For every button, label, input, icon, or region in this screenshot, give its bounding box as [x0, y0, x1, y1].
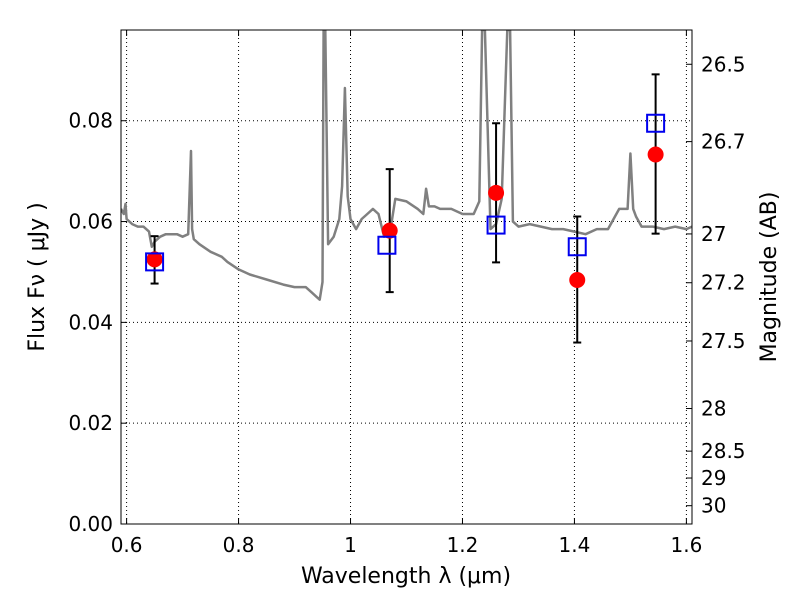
x-tick-label: 0.8 [223, 533, 255, 557]
model-point [145, 252, 165, 272]
x-axis-label: Wavelength λ (μm) [301, 564, 511, 589]
x-tick-label: 1.6 [670, 533, 702, 557]
spectrum-line [121, 30, 692, 301]
mag-tick-label: 28.5 [701, 439, 746, 463]
y-tick-label: 0.08 [68, 109, 113, 133]
model-point [486, 215, 506, 235]
y-axis-label: Flux Fν ( μJy ) [25, 202, 50, 351]
data-layer [121, 30, 692, 301]
observed-point [381, 222, 398, 239]
y-tick-label: 0.02 [68, 411, 113, 435]
y-tick-label: 0.06 [68, 210, 113, 234]
x-tick-label: 0.6 [111, 533, 143, 557]
model-point [567, 237, 587, 257]
mag-tick-label: 29 [701, 466, 726, 490]
model-point [377, 235, 397, 255]
x-tick-label: 1.4 [559, 533, 591, 557]
x-tick-label: 1.2 [447, 533, 479, 557]
x-tick-label: 1 [344, 533, 357, 557]
mag-tick-label: 26.5 [701, 52, 746, 76]
y-tick-label: 0.00 [68, 512, 113, 536]
y-tick-label: 0.04 [68, 310, 113, 334]
observed-point [569, 272, 586, 289]
observed-point [647, 146, 664, 163]
errorbar-layer [145, 73, 666, 344]
observed-point [488, 184, 505, 201]
y-axis-right-label: Magnitude (AB) [757, 192, 782, 363]
mag-tick-label: 27.2 [701, 271, 746, 295]
mag-tick-label: 30 [701, 494, 726, 518]
plot-frame [120, 29, 693, 525]
mag-tick-label: 27 [701, 222, 726, 246]
mag-tick-label: 26.7 [701, 130, 746, 154]
mag-tick-label: 28 [701, 397, 726, 421]
model-point [646, 113, 666, 133]
ticks: 0.6 0.8 1 1.2 1.4 1.6 0.00 0.02 0.04 0.06 0.08 26.5… [68, 30, 746, 557]
mag-tick-label: 27.5 [701, 329, 746, 353]
